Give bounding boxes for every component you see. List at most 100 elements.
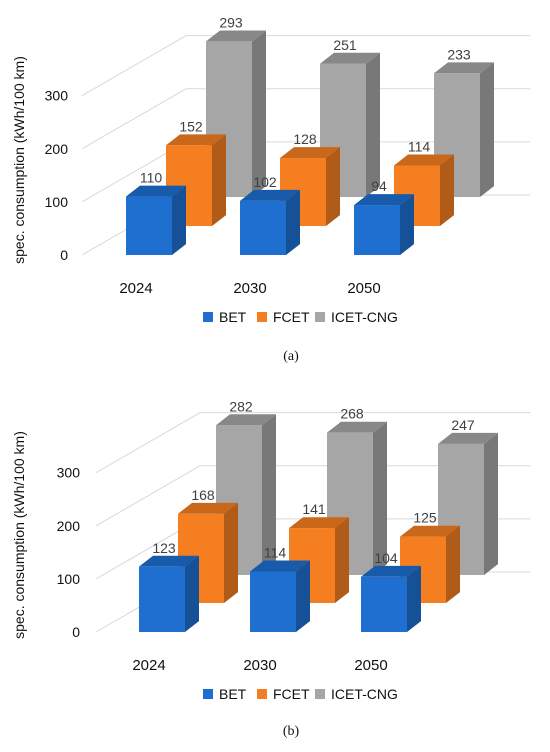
bar-bet-2024	[126, 185, 186, 255]
bar-side	[185, 555, 199, 632]
x-tick-label: 2030	[233, 280, 266, 297]
bar-side	[296, 560, 310, 632]
bar-bet-2030	[240, 189, 300, 255]
bar-top	[206, 30, 266, 42]
data-label: 247	[451, 417, 475, 433]
bar-top	[289, 517, 349, 529]
bar-front	[139, 566, 185, 632]
bar-front	[240, 200, 286, 255]
y-tick-label: 100	[45, 194, 69, 210]
legend-swatch	[257, 689, 267, 699]
x-tick-label: 2024	[119, 280, 152, 297]
data-label: 233	[447, 46, 471, 62]
data-label: 94	[371, 178, 387, 194]
bar-front	[126, 196, 172, 255]
data-label: 152	[179, 118, 203, 134]
bar-bet-2030	[250, 560, 310, 632]
bar-top	[240, 189, 300, 201]
bar-bet-2050	[361, 565, 421, 632]
bar-bet-2024	[139, 555, 199, 632]
data-label: 268	[340, 406, 364, 422]
bar-side	[440, 154, 454, 226]
legend-swatch	[203, 312, 213, 322]
y-axis-label: spec. consumption (kWh/100 km)	[11, 431, 27, 639]
bar-top	[216, 414, 276, 426]
gridline	[81, 35, 530, 97]
bar-front	[250, 571, 296, 632]
x-tick-label: 2050	[354, 657, 387, 674]
bar-side	[484, 432, 498, 575]
bar-top	[178, 502, 238, 514]
bar-top	[394, 154, 454, 166]
data-label: 168	[191, 487, 215, 503]
bar-side	[373, 421, 387, 575]
bar-fcet-2024	[166, 134, 226, 226]
bar-top	[434, 62, 494, 74]
bar-side	[252, 30, 266, 198]
data-label: 114	[408, 139, 431, 155]
data-label: 110	[140, 170, 163, 186]
bar-top	[126, 185, 186, 197]
bar-side	[335, 517, 349, 603]
bar-side	[446, 525, 460, 603]
legend: BET FCET ICET-CNG	[203, 309, 398, 325]
chart-a: 0 100 200 300 spec. consumption (kWh/100 km)…	[11, 14, 530, 364]
bar-side	[400, 194, 414, 255]
bar-side	[212, 134, 226, 226]
data-label: 293	[219, 14, 243, 30]
data-label: 114	[264, 545, 287, 561]
legend-label: ICET-CNG	[331, 686, 398, 702]
bar-top	[400, 525, 460, 537]
bar-top	[139, 555, 199, 567]
bar-side	[172, 185, 186, 255]
data-label: 282	[229, 398, 253, 414]
bar-side	[262, 414, 276, 575]
bar-icet-cng-2024	[206, 30, 266, 198]
legend-swatch	[315, 312, 325, 322]
bar-front	[361, 576, 407, 632]
bar-bet-2050	[354, 194, 414, 255]
legend-label: BET	[219, 309, 247, 325]
data-label: 141	[302, 501, 326, 517]
y-tick-label: 300	[57, 465, 81, 481]
y-tick-label: 200	[57, 518, 81, 534]
gridline	[95, 412, 530, 474]
bar-top	[327, 421, 387, 433]
figure-caption: (b)	[283, 724, 300, 739]
y-tick-label: 0	[60, 247, 68, 263]
legend-swatch	[315, 689, 325, 699]
bar-side	[366, 52, 380, 198]
y-tick-label: 200	[45, 141, 69, 157]
y-tick-label: 300	[45, 88, 69, 104]
x-tick-label: 2024	[132, 657, 165, 674]
bar-top	[361, 565, 421, 577]
legend-label: FCET	[273, 686, 310, 702]
data-label: 104	[374, 550, 398, 566]
x-tick-label: 2030	[243, 657, 276, 674]
y-tick-label: 0	[72, 624, 80, 640]
data-label: 128	[293, 131, 317, 147]
data-label: 102	[253, 174, 277, 190]
figure-caption: (a)	[283, 349, 299, 364]
y-tick-label: 100	[57, 571, 81, 587]
legend-label: FCET	[273, 309, 310, 325]
bar-top	[280, 147, 340, 159]
data-label: 251	[333, 37, 357, 53]
bar-side	[286, 189, 300, 255]
legend: BET FCET ICET-CNG	[203, 686, 398, 702]
bar-side	[407, 565, 421, 632]
bar-side	[326, 147, 340, 226]
bar-top	[166, 134, 226, 146]
legend-swatch	[203, 689, 213, 699]
gridline	[81, 88, 530, 150]
x-tick-label: 2050	[347, 280, 380, 297]
bar-front	[354, 205, 400, 255]
y-axis-label: spec. consumption (kWh/100 km)	[11, 56, 27, 264]
bar-top	[354, 194, 414, 206]
bar-top	[320, 52, 380, 64]
legend-label: BET	[219, 686, 247, 702]
gridline	[95, 465, 530, 527]
chart-b: 0 100 200 300 spec. consumption (kWh/100 km)…	[11, 398, 530, 739]
